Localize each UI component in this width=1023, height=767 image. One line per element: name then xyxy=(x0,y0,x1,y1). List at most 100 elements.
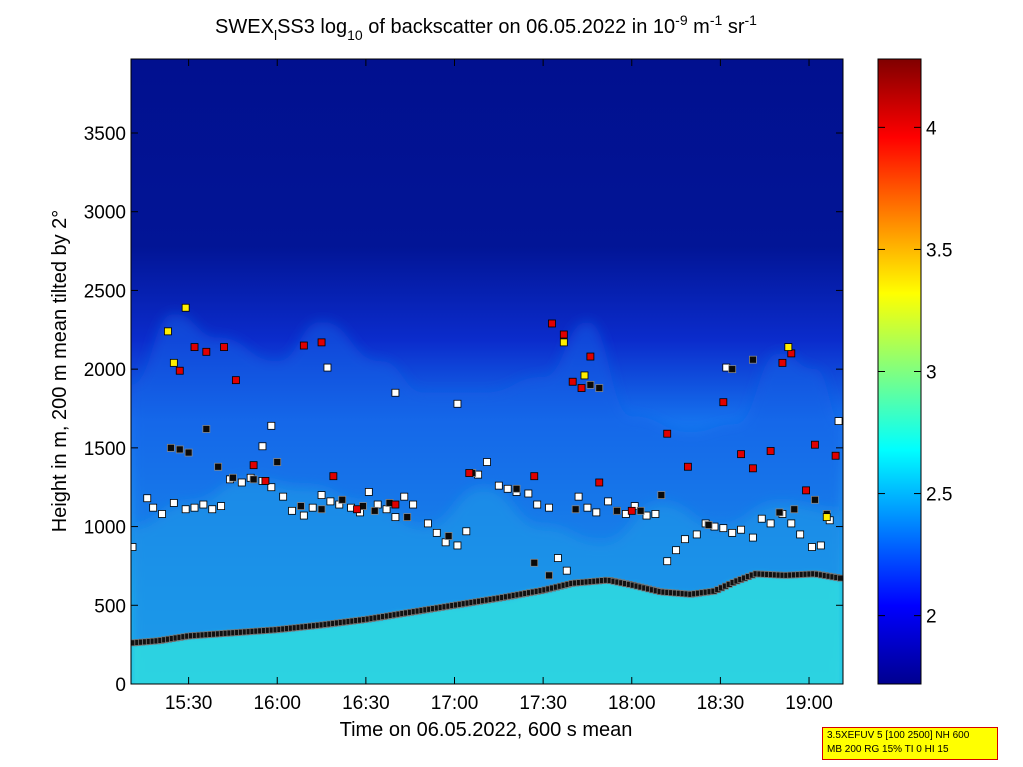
marker-white xyxy=(409,500,418,509)
marker-white xyxy=(237,478,246,487)
y-tick-label: 1000 xyxy=(84,518,126,539)
marker-white xyxy=(663,557,672,566)
marker-white xyxy=(432,528,441,537)
y-tick-label: 2500 xyxy=(84,281,126,302)
marker-black xyxy=(229,473,237,482)
y-axis-ticks: 0 500 1000 1500 2000 2500 3000 3500 xyxy=(84,124,843,696)
marker-white xyxy=(131,543,137,551)
marker-red xyxy=(831,451,840,460)
marker-black xyxy=(273,458,282,466)
info-line-1: 3.5XEFUV 5 [100 2500] NH 600 xyxy=(827,730,970,741)
colorbar-tick-label: 3.5 xyxy=(926,240,952,261)
marker-red xyxy=(802,486,810,495)
marker-red xyxy=(811,440,819,449)
marker-black xyxy=(338,495,347,504)
y-tick-label: 1500 xyxy=(84,439,126,460)
x-tick-label: 16:30 xyxy=(342,693,390,714)
marker-white xyxy=(483,458,491,466)
marker-white xyxy=(199,500,208,509)
marker-red xyxy=(663,429,672,438)
marker-yellow xyxy=(169,358,178,367)
y-axis-label: Height in m, 200 m mean tilted by 2° xyxy=(49,210,71,533)
colorbar xyxy=(877,58,922,685)
marker-red xyxy=(586,352,595,361)
marker-white xyxy=(834,417,843,425)
marker-red xyxy=(202,347,211,356)
marker-white xyxy=(143,494,152,503)
marker-black xyxy=(775,508,784,517)
marker-white xyxy=(400,492,409,501)
marker-white xyxy=(574,492,583,501)
marker-red xyxy=(748,464,757,473)
marker-black xyxy=(317,505,326,514)
colorbar-tick-label: 4 xyxy=(926,118,937,139)
marker-black xyxy=(545,571,553,580)
marker-black xyxy=(512,484,521,493)
marker-black xyxy=(636,506,645,515)
x-tick-label: 17:00 xyxy=(431,693,479,714)
marker-white xyxy=(524,489,533,498)
marker-white xyxy=(323,363,332,372)
marker-red xyxy=(530,472,539,481)
plot-frame xyxy=(130,58,844,685)
marker-white xyxy=(267,421,276,430)
y-tick-label: 0 xyxy=(115,675,126,696)
marker-black xyxy=(790,505,799,514)
marker-white xyxy=(692,530,701,539)
marker-white xyxy=(169,499,178,507)
marker-white xyxy=(719,524,728,533)
marker-white xyxy=(748,533,757,542)
boundary-layer xyxy=(131,573,843,684)
marker-white xyxy=(267,483,276,492)
marker-white xyxy=(533,500,542,509)
x-tick-label: 16:00 xyxy=(253,693,301,714)
y-tick-label: 2000 xyxy=(84,360,126,381)
marker-red xyxy=(317,338,326,347)
marker-black xyxy=(175,445,184,454)
marker-red xyxy=(299,341,308,350)
marker-red xyxy=(595,478,604,487)
marker-white xyxy=(279,492,288,501)
marker-white xyxy=(651,510,660,518)
marker-white xyxy=(308,503,317,512)
marker-yellow xyxy=(580,371,589,380)
marker-white xyxy=(190,503,199,512)
marker-yellow xyxy=(181,303,190,312)
marker-white xyxy=(787,519,796,528)
marker-red xyxy=(261,477,270,485)
marker-red xyxy=(737,450,745,459)
marker-white xyxy=(681,535,689,544)
heatmap-plot-area xyxy=(131,59,843,684)
marker-red xyxy=(391,500,400,509)
marker-red xyxy=(175,366,184,375)
x-tick-label: 19:00 xyxy=(785,693,833,714)
marker-white xyxy=(728,528,737,537)
marker-black xyxy=(403,513,412,522)
marker-black xyxy=(530,558,539,567)
marker-red xyxy=(766,447,775,455)
marker-red xyxy=(568,377,577,386)
marker-yellow xyxy=(559,338,568,347)
marker-white xyxy=(364,488,373,496)
marker-white xyxy=(604,497,613,506)
settings-info-box: 3.5XEFUV 5 [100 2500] NH 600 MB 200 RG 1… xyxy=(822,727,998,760)
marker-white xyxy=(562,566,571,575)
blh-marker xyxy=(837,574,843,582)
marker-red xyxy=(249,461,258,470)
marker-white xyxy=(288,506,296,515)
marker-red xyxy=(683,462,692,471)
marker-white xyxy=(494,481,503,490)
x-tick-label: 18:00 xyxy=(608,693,656,714)
marker-red xyxy=(231,376,240,385)
marker-black xyxy=(657,491,666,499)
marker-white xyxy=(391,388,400,397)
colorbar-tick-label: 2.5 xyxy=(926,485,952,506)
marker-white xyxy=(808,543,816,551)
colorbar-tick-label: 2 xyxy=(926,607,937,628)
marker-red xyxy=(778,358,787,367)
y-tick-label: 3000 xyxy=(84,203,126,224)
marker-white xyxy=(217,502,226,511)
x-axis-label: Time on 06.05.2022, 600 s mean xyxy=(340,719,633,741)
marker-black xyxy=(595,384,604,392)
